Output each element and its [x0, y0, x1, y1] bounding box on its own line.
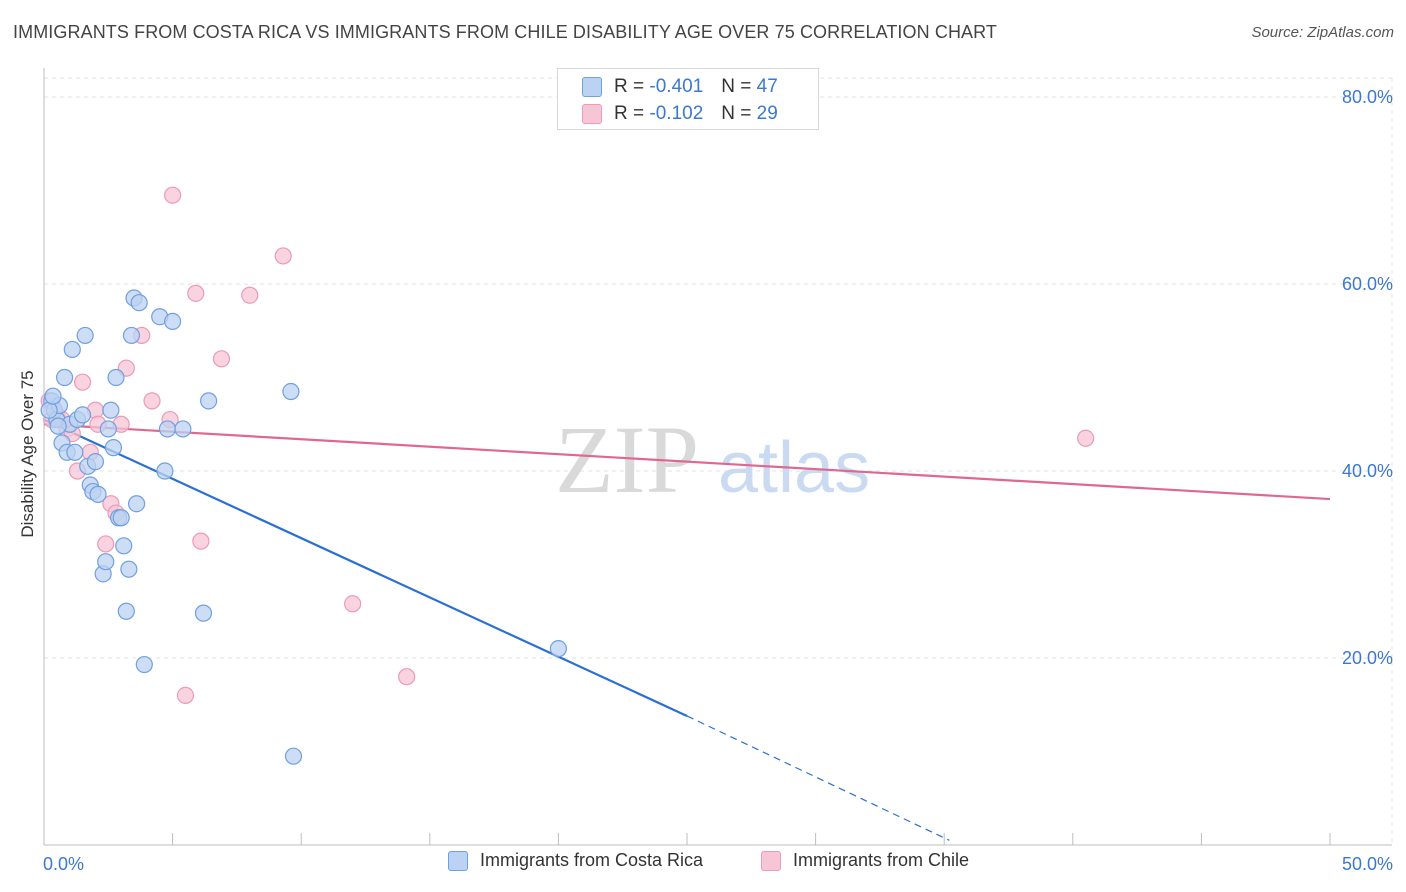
x-tick-label: 50.0% — [1342, 854, 1393, 874]
point-chile — [1077, 429, 1095, 447]
point-costa-rica — [120, 560, 138, 578]
point-costa-rica — [40, 401, 58, 419]
trend-extension-costa-rica — [686, 715, 950, 841]
point-costa-rica — [127, 495, 146, 513]
r-value-chile: -0.102 — [649, 103, 704, 124]
point-costa-rica — [44, 387, 62, 405]
point-costa-rica — [156, 462, 174, 480]
y-tick-label: 80.0% — [1342, 87, 1393, 107]
swatch-chile — [582, 104, 602, 124]
series-legend: Immigrants from Costa Rica Immigrants fr… — [0, 850, 1406, 878]
point-costa-rica — [86, 453, 105, 471]
point-costa-rica — [89, 485, 107, 503]
point-costa-rica — [117, 602, 135, 620]
r-value-costa-rica: -0.401 — [649, 76, 704, 97]
point-costa-rica — [97, 553, 115, 571]
point-costa-rica — [174, 420, 192, 438]
point-costa-rica — [549, 640, 568, 658]
point-costa-rica — [73, 406, 92, 424]
point-costa-rica — [158, 420, 177, 438]
legend-item-chile[interactable]: Immigrants from Chile — [761, 850, 969, 871]
point-chile — [241, 286, 259, 304]
trend-lines — [43, 418, 1331, 841]
point-chile — [97, 535, 115, 553]
point-costa-rica — [107, 368, 125, 387]
scatter-points — [40, 186, 1095, 765]
point-chile — [176, 686, 195, 705]
point-costa-rica — [282, 382, 300, 401]
legend-row-costa-rica: R = -0.401 N = 47 — [582, 74, 778, 100]
legend-row-chile: R = -0.102 N = 29 — [582, 101, 778, 127]
trend-line-costa-rica — [43, 418, 688, 717]
point-costa-rica — [49, 417, 67, 435]
point-costa-rica — [115, 537, 133, 555]
point-costa-rica — [122, 326, 141, 345]
swatch-chile — [761, 850, 781, 871]
point-chile — [274, 247, 292, 265]
point-costa-rica — [130, 294, 148, 312]
y-tick-label: 60.0% — [1342, 274, 1393, 294]
point-costa-rica — [63, 340, 81, 359]
legend-item-costa-rica[interactable]: Immigrants from Costa Rica — [448, 850, 703, 871]
point-costa-rica — [200, 392, 218, 410]
legend-label-costa-rica: Immigrants from Costa Rica — [480, 850, 704, 870]
point-costa-rica — [284, 747, 303, 765]
point-chile — [143, 392, 161, 410]
legend-label-chile: Immigrants from Chile — [793, 850, 970, 870]
y-axis-label: Disability Age Over 75 — [18, 370, 37, 538]
n-label: N = — [721, 103, 752, 124]
point-costa-rica — [102, 401, 120, 419]
n-label: N = — [721, 76, 752, 97]
n-value-chile: 29 — [756, 103, 778, 124]
point-chile — [164, 186, 182, 204]
x-tick-label: 0.0% — [43, 854, 84, 874]
r-label: R = — [614, 103, 645, 124]
watermark-zip: ZIP — [555, 406, 699, 513]
point-chile — [187, 284, 205, 302]
point-costa-rica — [66, 443, 84, 461]
point-costa-rica — [76, 326, 94, 345]
point-costa-rica — [99, 420, 117, 438]
point-costa-rica — [112, 509, 130, 527]
r-label: R = — [614, 76, 645, 97]
swatch-costa-rica — [448, 850, 468, 871]
point-costa-rica — [194, 604, 213, 622]
chart-title: IMMIGRANTS FROM COSTA RICA VS IMMIGRANTS… — [13, 22, 998, 42]
source-credit: Source: ZipAtlas.com — [1251, 24, 1394, 41]
axes — [43, 68, 1392, 846]
tick-labels: 20.0% 40.0% 60.0% 80.0% 0.0% 50.0% — [43, 87, 1393, 874]
y-tick-label: 40.0% — [1342, 461, 1393, 481]
point-chile — [192, 532, 210, 550]
point-chile — [212, 350, 231, 368]
trend-line-chile — [43, 423, 1331, 501]
point-costa-rica — [135, 655, 153, 674]
point-chile — [398, 668, 416, 686]
n-value-costa-rica: 47 — [756, 76, 778, 97]
watermark: ZIP atlas — [555, 406, 870, 513]
point-chile — [344, 595, 362, 613]
point-costa-rica — [55, 368, 74, 387]
swatch-costa-rica — [582, 77, 602, 97]
point-chile — [73, 373, 92, 391]
correlation-legend: R = -0.401 N = 47 R = -0.102 N = 29 — [557, 68, 819, 130]
y-tick-label: 20.0% — [1342, 648, 1393, 668]
point-costa-rica — [104, 439, 123, 457]
point-costa-rica — [164, 312, 182, 330]
